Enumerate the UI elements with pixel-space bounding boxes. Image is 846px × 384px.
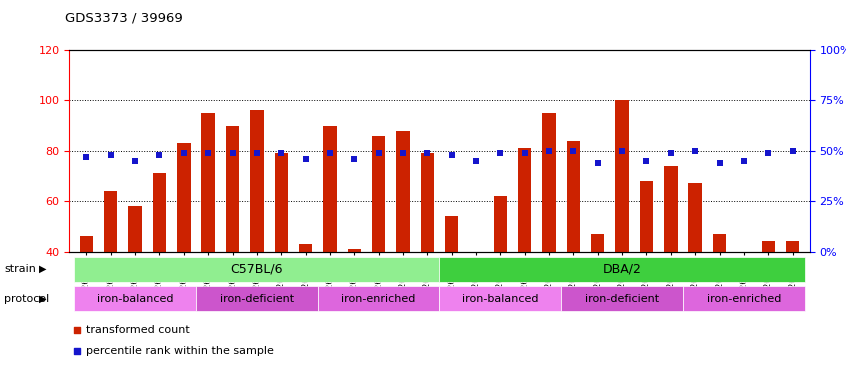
Point xyxy=(372,150,386,156)
Bar xyxy=(226,126,239,252)
Bar xyxy=(420,153,434,252)
Point xyxy=(786,148,799,154)
Text: percentile rank within the sample: percentile rank within the sample xyxy=(85,346,273,356)
Bar xyxy=(372,136,385,252)
Bar xyxy=(439,257,805,281)
Bar xyxy=(567,141,580,252)
Text: iron-enriched: iron-enriched xyxy=(342,294,415,304)
Point xyxy=(615,148,629,154)
Bar xyxy=(640,181,653,252)
Point xyxy=(274,150,288,156)
Text: ▶: ▶ xyxy=(39,264,47,274)
Text: GDS3373 / 39969: GDS3373 / 39969 xyxy=(65,12,183,25)
Bar xyxy=(396,131,409,252)
Point xyxy=(500,266,514,273)
Bar xyxy=(761,242,775,252)
Bar xyxy=(737,252,750,319)
Point xyxy=(664,150,678,156)
Bar xyxy=(439,286,561,311)
Bar xyxy=(323,126,337,252)
Bar xyxy=(561,286,683,311)
Bar xyxy=(299,244,312,252)
Bar xyxy=(713,234,726,252)
Bar xyxy=(494,196,507,252)
Bar xyxy=(104,191,118,252)
Point xyxy=(591,160,605,166)
Bar xyxy=(348,249,361,252)
Point xyxy=(689,148,702,154)
Point xyxy=(80,154,93,160)
Bar xyxy=(445,216,459,252)
Point xyxy=(567,148,580,154)
Bar xyxy=(80,237,93,252)
Point xyxy=(445,152,459,158)
Text: DBA/2: DBA/2 xyxy=(602,263,641,276)
Point xyxy=(152,152,166,158)
Point xyxy=(323,150,337,156)
Bar xyxy=(615,100,629,252)
Bar xyxy=(153,174,166,252)
Point xyxy=(500,74,514,81)
Point xyxy=(420,150,434,156)
Point xyxy=(396,150,409,156)
Point xyxy=(542,148,556,154)
Text: iron-balanced: iron-balanced xyxy=(462,294,539,304)
Point xyxy=(299,156,312,162)
Point xyxy=(761,150,775,156)
Bar xyxy=(74,286,196,311)
Point xyxy=(640,158,653,164)
Bar xyxy=(664,166,678,252)
Bar xyxy=(274,153,288,252)
Bar xyxy=(318,286,439,311)
Text: iron-deficient: iron-deficient xyxy=(585,294,659,304)
Bar xyxy=(689,184,702,252)
Bar xyxy=(683,286,805,311)
Text: transformed count: transformed count xyxy=(85,325,190,335)
Text: ▶: ▶ xyxy=(39,294,47,304)
Bar xyxy=(129,206,142,252)
Text: protocol: protocol xyxy=(4,294,49,304)
Text: strain: strain xyxy=(4,264,36,274)
Text: C57BL/6: C57BL/6 xyxy=(231,263,283,276)
Point xyxy=(493,150,507,156)
Point xyxy=(201,150,215,156)
Point xyxy=(713,160,727,166)
Bar xyxy=(196,286,318,311)
Point xyxy=(470,158,483,164)
Bar xyxy=(542,113,556,252)
Bar xyxy=(201,113,215,252)
Text: iron-balanced: iron-balanced xyxy=(97,294,173,304)
Point xyxy=(226,150,239,156)
Bar xyxy=(74,257,440,281)
Point xyxy=(104,152,118,158)
Point xyxy=(250,150,264,156)
Bar xyxy=(591,234,605,252)
Point xyxy=(348,156,361,162)
Text: iron-deficient: iron-deficient xyxy=(220,294,294,304)
Text: iron-enriched: iron-enriched xyxy=(706,294,781,304)
Bar xyxy=(518,148,531,252)
Bar xyxy=(250,111,264,252)
Point xyxy=(518,150,531,156)
Bar xyxy=(786,242,799,252)
Point xyxy=(737,158,750,164)
Point xyxy=(177,150,190,156)
Bar xyxy=(177,143,190,252)
Point xyxy=(129,158,142,164)
